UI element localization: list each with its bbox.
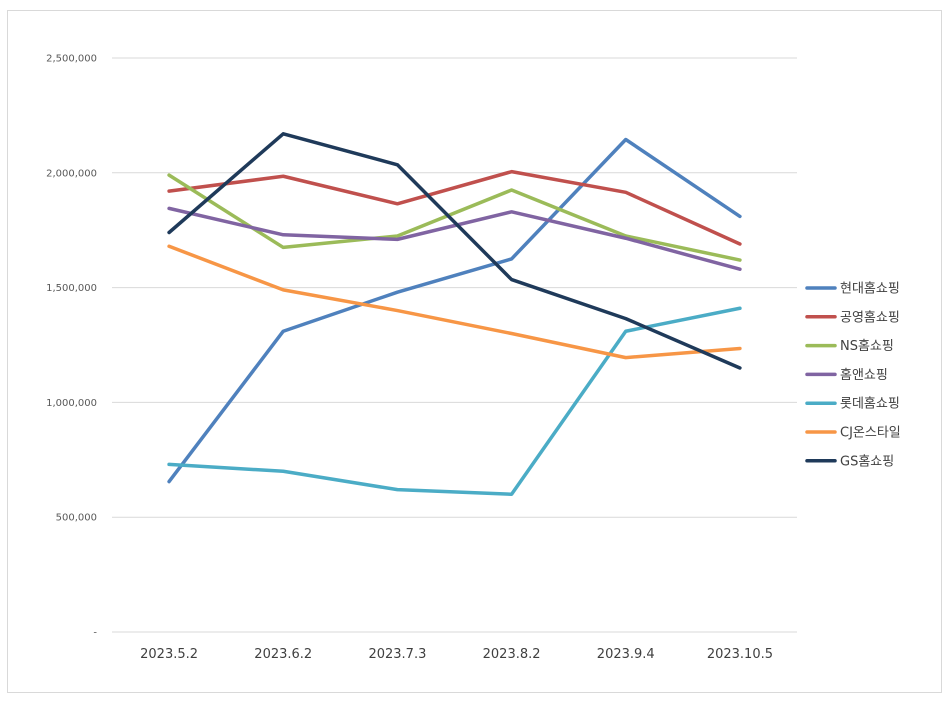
x-tick-label: 2023.10.5 — [707, 647, 773, 662]
x-tick-label: 2023.8.2 — [483, 647, 541, 662]
legend-label: 홈앤쇼핑 — [840, 368, 888, 383]
x-tick-label: 2023.7.3 — [368, 647, 426, 662]
series-line — [167, 173, 742, 262]
series-line — [167, 244, 742, 360]
x-axis-ticks: 2023.5.2 2023.6.2 2023.7.3 2023.8.2 2023.9.4… — [140, 647, 773, 662]
y-tick-label: - — [93, 628, 97, 639]
legend-label: 공영홈쇼핑 — [840, 310, 900, 325]
y-tick-label: 500,000 — [56, 513, 97, 524]
y-axis-ticks: - 500,000 1,000,000 1,500,000 2,000,000 2,500… — [46, 54, 97, 639]
legend-label: 현대홈쇼핑 — [840, 282, 900, 297]
y-tick-label: 2,500,000 — [46, 54, 97, 65]
chart-frame — [7, 10, 942, 693]
series-line — [167, 132, 742, 370]
y-tick-label: 1,500,000 — [46, 283, 97, 294]
x-tick-label: 2023.9.4 — [597, 647, 655, 662]
gridlines — [112, 57, 797, 633]
y-tick-label: 2,000,000 — [46, 168, 97, 179]
legend-label: 롯데홈쇼핑 — [840, 397, 900, 412]
y-tick-label: 1,000,000 — [46, 398, 97, 409]
series-line — [167, 137, 742, 484]
series-line — [167, 206, 742, 271]
series-line — [167, 306, 742, 496]
legend-label: GS홈쇼핑 — [840, 454, 894, 469]
x-tick-label: 2023.5.2 — [140, 647, 198, 662]
legend-label: CJ온스타일 — [840, 426, 901, 441]
x-tick-label: 2023.6.2 — [254, 647, 312, 662]
legend-label: NS홈쇼핑 — [840, 339, 894, 354]
series-lines — [167, 132, 742, 496]
series-line — [167, 169, 742, 246]
